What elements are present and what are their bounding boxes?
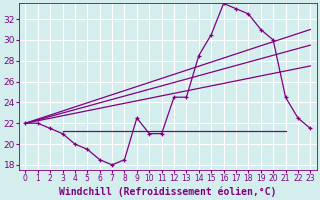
- X-axis label: Windchill (Refroidissement éolien,°C): Windchill (Refroidissement éolien,°C): [59, 186, 276, 197]
